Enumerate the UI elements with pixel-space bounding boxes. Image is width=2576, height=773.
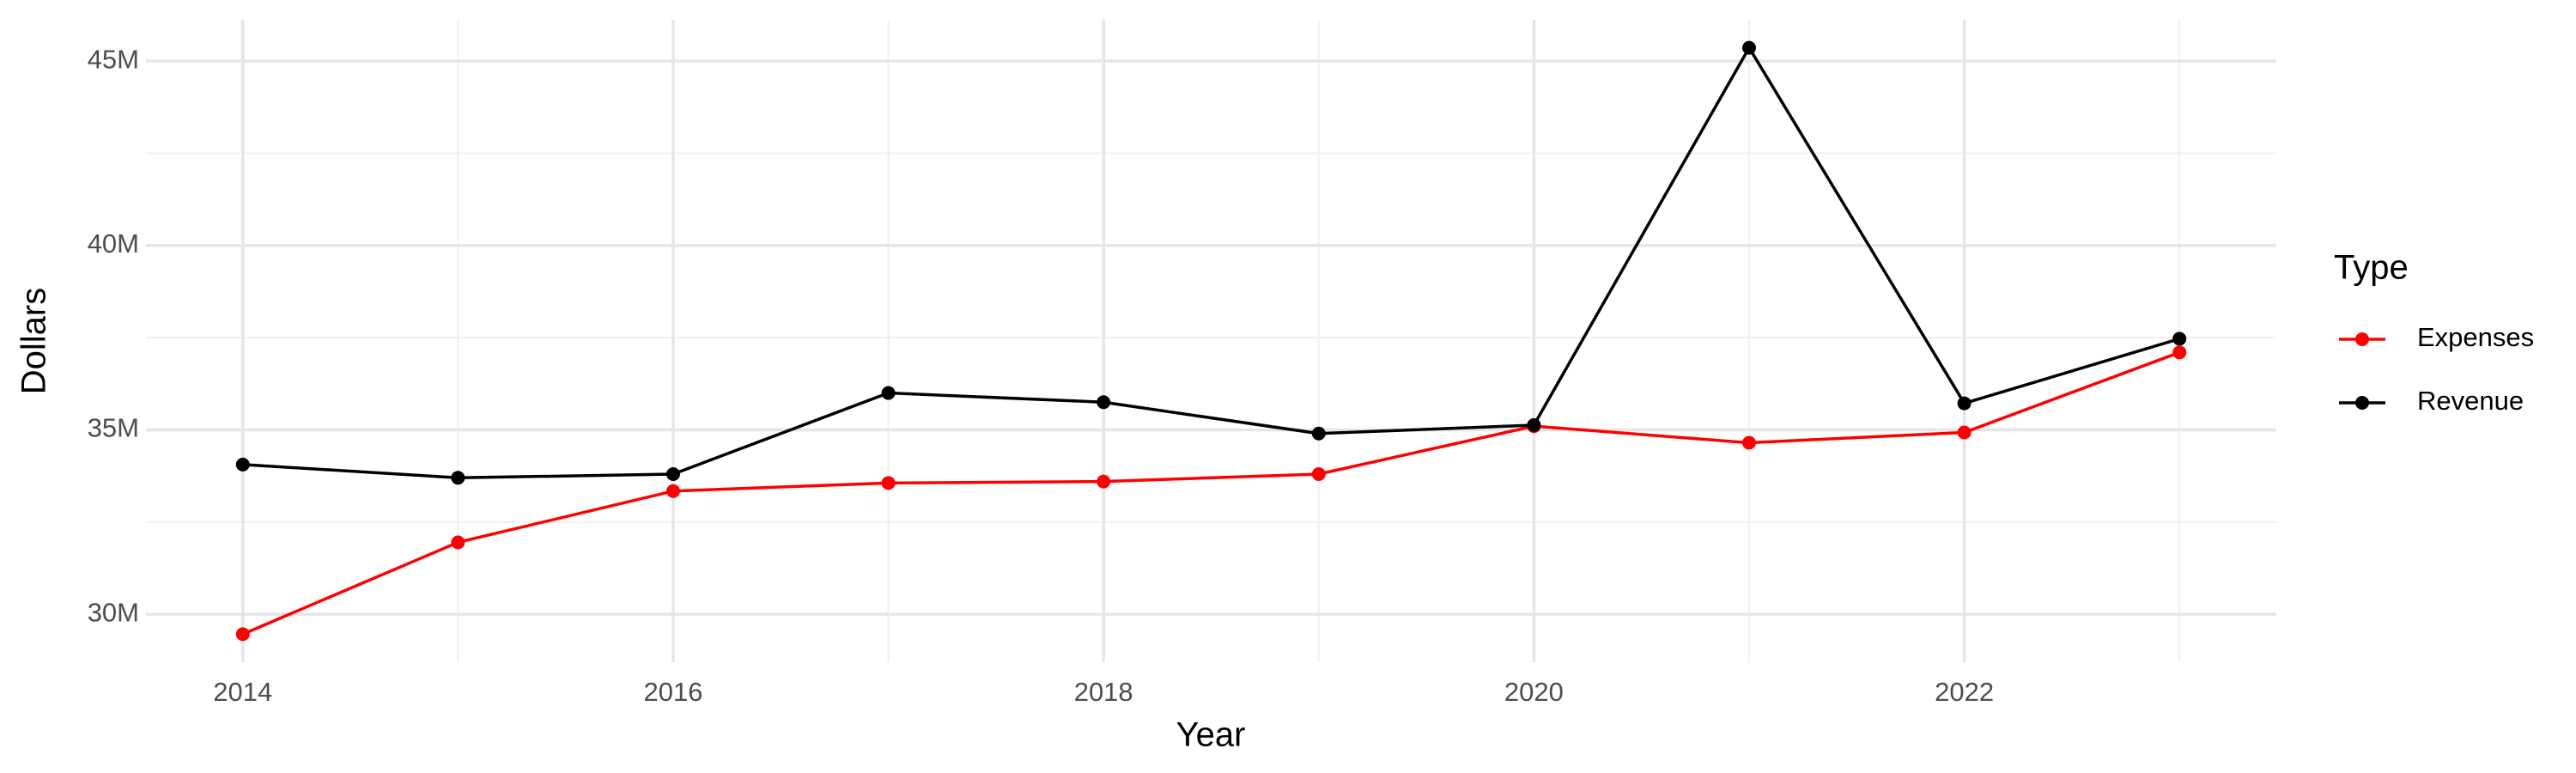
data-point — [451, 535, 465, 550]
data-point — [1957, 425, 1971, 440]
y-tick-label: 40M — [88, 228, 139, 259]
legend-label: Expenses — [2417, 322, 2534, 352]
x-tick-label: 2014 — [213, 677, 272, 707]
data-point — [881, 476, 896, 490]
data-point — [1097, 395, 1111, 410]
data-point — [1527, 417, 1541, 432]
data-point — [2172, 345, 2187, 360]
data-point — [665, 484, 680, 498]
legend-key-point — [2355, 332, 2369, 346]
legend-key-point — [2355, 396, 2369, 410]
y-tick-label: 30M — [88, 597, 139, 627]
y-tick-label: 35M — [88, 413, 139, 443]
x-axis-title: Year — [1176, 716, 1246, 754]
data-point — [235, 457, 250, 472]
data-point — [1742, 40, 1757, 55]
x-tick-label: 2018 — [1074, 677, 1133, 707]
x-tick-label: 2020 — [1504, 677, 1564, 707]
data-point — [1742, 435, 1757, 450]
data-point — [2172, 332, 2187, 346]
series-line — [242, 45, 2180, 480]
data-point — [235, 627, 250, 642]
data-point — [1311, 467, 1326, 482]
data-point — [1097, 474, 1111, 489]
legend-label: Revenue — [2417, 386, 2524, 416]
x-tick-label: 2016 — [644, 677, 703, 707]
data-point — [451, 471, 465, 485]
series-line — [242, 350, 2180, 636]
data-point — [1311, 426, 1326, 441]
data-point — [665, 467, 680, 482]
data-point — [881, 386, 896, 400]
legend-title: Type — [2334, 249, 2409, 287]
y-tick-label: 45M — [88, 44, 139, 74]
y-axis-title: Dollars — [15, 288, 53, 394]
data-point — [1957, 396, 1971, 411]
x-tick-label: 2022 — [1935, 677, 1994, 707]
